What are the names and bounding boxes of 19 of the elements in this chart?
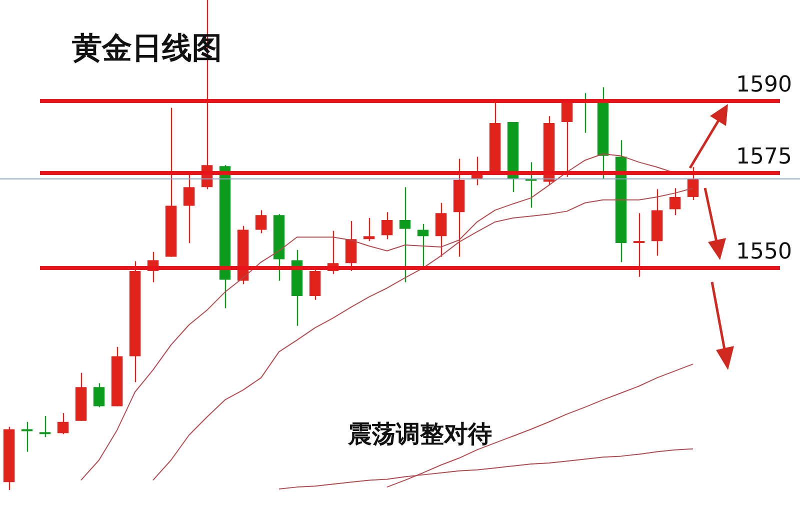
candlestick	[363, 217, 375, 242]
candlestick	[183, 173, 195, 244]
candlestick	[417, 223, 429, 269]
candlestick	[687, 166, 699, 201]
annotation: 震荡调整对待	[347, 420, 492, 448]
candlestick	[633, 212, 645, 278]
candlestick	[435, 202, 447, 258]
candlestick	[39, 415, 51, 438]
text: 1575	[736, 144, 792, 170]
candlestick	[57, 412, 69, 435]
candlestick	[381, 212, 393, 240]
candlestick	[255, 210, 267, 234]
candlestick	[669, 188, 681, 216]
candlestick	[21, 421, 33, 452]
text: 1550	[736, 240, 792, 265]
candlestick	[93, 382, 105, 408]
text: 1590	[736, 72, 792, 98]
candlestick	[561, 100, 573, 178]
candlestick	[399, 186, 411, 283]
